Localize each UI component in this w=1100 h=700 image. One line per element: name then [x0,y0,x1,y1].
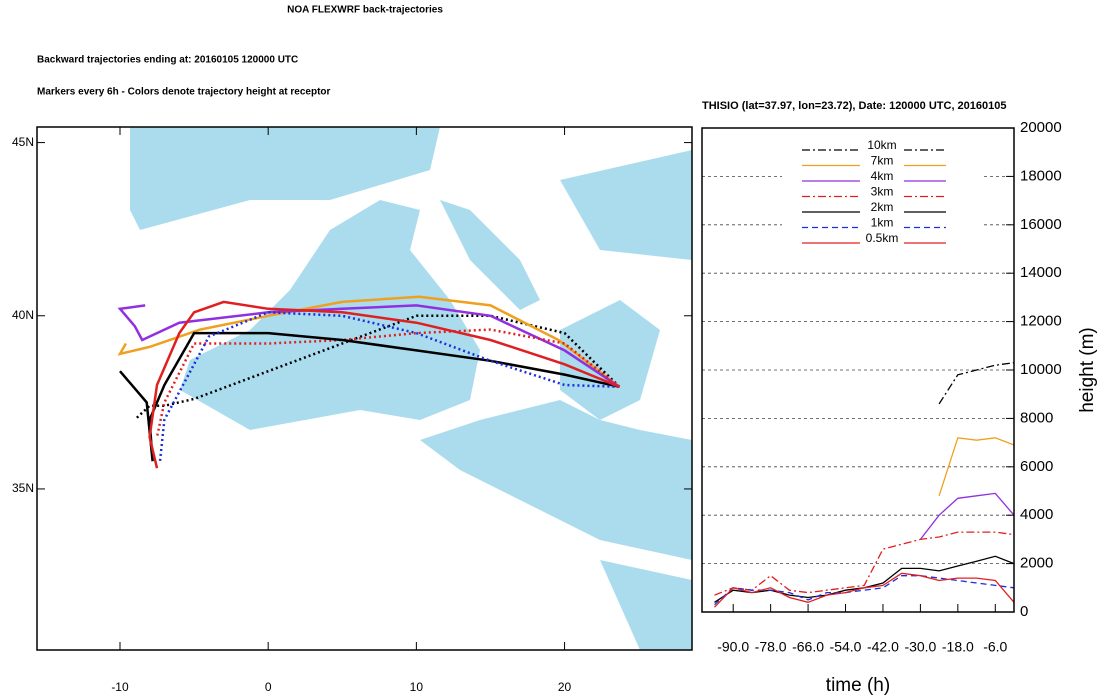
y-tick-label: 6000 [1020,458,1053,475]
sea [560,150,692,260]
x-tick-label: -10 [111,680,129,694]
y-tick-label: 20000 [1020,119,1062,136]
sea [560,300,660,420]
y-tick-label: 40N [12,308,34,322]
trajectory [158,311,620,462]
y-tick-label: 2000 [1020,555,1053,572]
trajectory [119,331,620,462]
sea [600,560,692,650]
legend-box [782,134,982,255]
sea [130,127,440,230]
y-tick-label: 16000 [1020,216,1062,233]
legend-label: 1km [871,216,894,230]
trajectory [117,295,621,388]
y-tick-label: 8000 [1020,409,1053,426]
legend-label: 0.5km [866,231,899,245]
sea [440,200,540,310]
y-tick-label: 12000 [1020,313,1062,330]
figure-title: NOA FLEXWRF back-trajectories [287,5,443,16]
y-tick-label: 18000 [1020,167,1062,184]
x-tick-label: -54.0 [830,639,862,655]
chart-title: THISIO (lat=37.97, lon=23.72), Date: 120… [702,100,1007,112]
y-tick-label: 4000 [1020,506,1053,523]
x-tick-label: -78.0 [755,639,787,655]
x-tick-label: 0 [265,680,272,694]
series-line [714,572,1015,608]
x-tick-label: -30.0 [904,639,936,655]
x-tick-label: -18.0 [942,639,974,655]
x-tick-label: -6.0 [983,639,1007,655]
series-line [938,437,1015,496]
series-line [919,492,1015,540]
x-tick-label: -90.0 [717,639,749,655]
y-tick-label: 10000 [1020,361,1062,378]
y-tick-label: 45N [12,135,34,149]
subtitle: Backward trajectories ending at: 2016010… [37,55,298,66]
series-line [938,362,1015,405]
trajectory [155,328,621,438]
legend-label: 4km [871,169,894,183]
x-tick-label: 20 [558,680,572,694]
x-tick-label: 10 [410,680,424,694]
y-tick-label: 14000 [1020,264,1062,281]
trajectory [117,304,621,388]
map-layer [117,295,621,469]
trajectory [148,300,620,469]
sea [420,400,692,560]
legend-label: 2km [871,200,894,214]
x-tick-label: -42.0 [867,639,899,655]
series-line [714,575,1015,606]
x-tick-label: -66.0 [792,639,824,655]
map-frame [36,126,693,651]
y-tick-label: 0 [1020,603,1028,620]
subtitle: Markers every 6h - Colors denote traject… [37,87,331,98]
y-tick-label: 35N [12,481,34,495]
legend-label: 3km [871,185,894,199]
legend-label: 7km [871,154,894,168]
series-line [714,531,1015,596]
legend-label: 10km [867,138,896,152]
y-axis-label: height (m) [1077,327,1098,413]
x-axis-label: time (h) [826,675,890,696]
trajectory [133,314,621,421]
